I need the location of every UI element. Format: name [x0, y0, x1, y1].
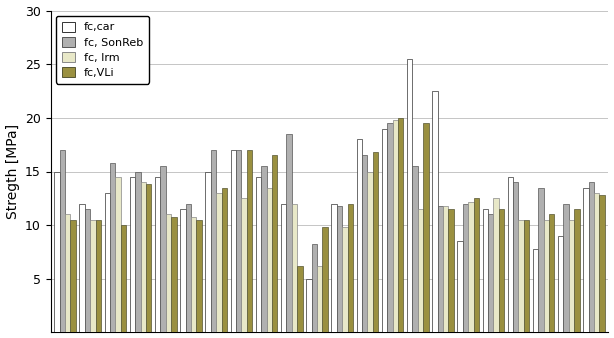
- Bar: [96, 220, 101, 333]
- Bar: [518, 220, 524, 333]
- Bar: [483, 209, 488, 333]
- Bar: [499, 209, 504, 333]
- Bar: [306, 279, 311, 333]
- Bar: [524, 220, 529, 333]
- Bar: [569, 220, 574, 333]
- Bar: [382, 128, 387, 333]
- Bar: [54, 171, 60, 333]
- Bar: [71, 220, 76, 333]
- Bar: [135, 171, 141, 333]
- Bar: [438, 206, 443, 333]
- Bar: [443, 206, 448, 333]
- Bar: [85, 209, 90, 333]
- Bar: [90, 220, 96, 333]
- Bar: [513, 182, 518, 333]
- Bar: [236, 150, 241, 333]
- Bar: [256, 177, 261, 333]
- Bar: [432, 91, 438, 333]
- Bar: [317, 266, 322, 333]
- Legend: fc,car, fc, SonReb, fc, Irm, fc,VLi: fc,car, fc, SonReb, fc, Irm, fc,VLi: [56, 16, 149, 84]
- Bar: [583, 188, 589, 333]
- Bar: [367, 171, 373, 333]
- Bar: [222, 188, 227, 333]
- Bar: [468, 201, 473, 333]
- Bar: [549, 214, 554, 333]
- Bar: [357, 139, 362, 333]
- Bar: [155, 177, 160, 333]
- Bar: [336, 206, 342, 333]
- Bar: [196, 220, 202, 333]
- Bar: [272, 155, 278, 333]
- Bar: [418, 209, 423, 333]
- Bar: [508, 177, 513, 333]
- Bar: [407, 59, 413, 333]
- Bar: [266, 188, 272, 333]
- Bar: [281, 204, 286, 333]
- Bar: [599, 195, 605, 333]
- Bar: [171, 217, 177, 333]
- Bar: [231, 150, 236, 333]
- Bar: [543, 220, 549, 333]
- Bar: [387, 123, 392, 333]
- Bar: [463, 204, 468, 333]
- Bar: [141, 182, 146, 333]
- Bar: [181, 209, 185, 333]
- Bar: [538, 188, 543, 333]
- Bar: [104, 193, 110, 333]
- Bar: [342, 227, 348, 333]
- Bar: [166, 214, 171, 333]
- Bar: [348, 204, 353, 333]
- Bar: [160, 166, 166, 333]
- Bar: [311, 244, 317, 333]
- Bar: [493, 198, 499, 333]
- Bar: [130, 177, 135, 333]
- Bar: [121, 225, 126, 333]
- Bar: [564, 204, 569, 333]
- Bar: [488, 214, 493, 333]
- Bar: [558, 236, 564, 333]
- Bar: [448, 209, 454, 333]
- Bar: [322, 227, 328, 333]
- Bar: [589, 182, 594, 333]
- Bar: [191, 217, 196, 333]
- Bar: [292, 204, 297, 333]
- Bar: [261, 166, 266, 333]
- Bar: [115, 177, 121, 333]
- Bar: [216, 193, 222, 333]
- Bar: [423, 123, 429, 333]
- Bar: [60, 150, 65, 333]
- Bar: [185, 204, 191, 333]
- Bar: [373, 152, 378, 333]
- Bar: [533, 249, 538, 333]
- Bar: [146, 184, 152, 333]
- Bar: [392, 120, 398, 333]
- Bar: [206, 171, 211, 333]
- Bar: [297, 266, 303, 333]
- Bar: [473, 198, 479, 333]
- Bar: [110, 163, 115, 333]
- Bar: [594, 193, 599, 333]
- Bar: [574, 209, 580, 333]
- Bar: [247, 150, 252, 333]
- Bar: [211, 150, 216, 333]
- Bar: [332, 204, 336, 333]
- Bar: [398, 118, 403, 333]
- Bar: [79, 204, 85, 333]
- Bar: [362, 155, 367, 333]
- Bar: [286, 134, 292, 333]
- Bar: [413, 166, 418, 333]
- Y-axis label: Stregth [MPa]: Stregth [MPa]: [6, 124, 20, 219]
- Bar: [457, 241, 463, 333]
- Bar: [241, 198, 247, 333]
- Bar: [65, 214, 71, 333]
